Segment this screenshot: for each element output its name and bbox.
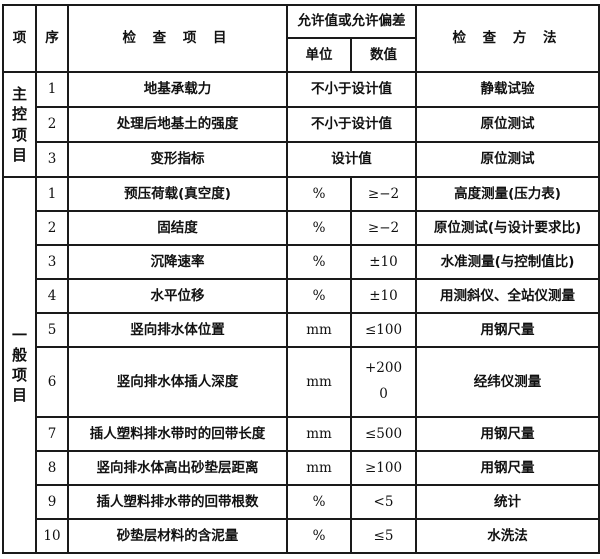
unit-cell: mm	[286, 416, 352, 452]
item-cell: 固结度	[67, 210, 288, 246]
table-row: 2 处理后地基土的强度 不小于设计值 原位测试	[3, 106, 600, 143]
item-cell: 处理后地基土的强度	[67, 106, 288, 143]
seq-cell: 10	[35, 518, 69, 554]
item-cell: 砂垫层材料的含泥量	[67, 518, 288, 554]
item-cell: 变形指标	[67, 141, 288, 178]
seq-cell: 8	[35, 450, 69, 486]
seq-cell: 9	[35, 484, 69, 520]
unit-cell: %	[286, 176, 352, 212]
table-row: 4 水平位移% ±10 用测斜仪、全站仪测量	[3, 278, 600, 314]
method-cell: 用钢尺量	[415, 450, 600, 486]
header-category: 项	[2, 4, 37, 73]
unit-cell: %	[286, 518, 352, 554]
value-cell: ≥−2	[350, 176, 417, 212]
header-item: 检 查 项 目	[67, 4, 288, 73]
method-cell: 用测斜仪、全站仪测量	[415, 278, 600, 314]
header-unit: 单位	[286, 37, 352, 73]
method-cell: 高度测量(压力表)	[415, 176, 600, 212]
seq-cell: 3	[35, 141, 69, 178]
header-tolerance: 允许值或允许偏差	[286, 4, 417, 39]
unit-cell: mm	[286, 312, 352, 348]
value-cell: ±10	[350, 244, 417, 280]
seq-cell: 7	[35, 416, 69, 452]
header-value: 数值	[350, 37, 417, 73]
group-label: 主控项目	[12, 85, 28, 164]
header-seq: 序	[35, 4, 69, 73]
value-cell: ≥100	[350, 450, 417, 486]
table-row: 3 沉降速率% ±10 水准测量(与控制值比)	[3, 244, 600, 280]
item-cell: 预压荷载(真空度)	[67, 176, 288, 212]
item-cell: 竖向排水体高出砂垫层距离	[67, 450, 288, 486]
table-row: 5 竖向排水体位置 mm ≤100 用钢尺量	[3, 312, 600, 348]
value-upper: +200	[364, 360, 403, 377]
seq-cell: 3	[35, 244, 69, 280]
method-cell: 统计	[415, 484, 600, 520]
item-cell: 沉降速率	[67, 244, 288, 280]
table-row: 10 砂垫层材料的含泥量% ≤5 水洗法	[3, 518, 600, 554]
tolerance-cell: 设计值	[286, 141, 417, 178]
item-cell: 插人塑料排水带的回带根数	[67, 484, 288, 520]
seq-cell: 6	[35, 346, 69, 418]
value-cell: ≤100	[350, 312, 417, 348]
seq-cell: 2	[35, 106, 69, 143]
unit-cell: %	[286, 210, 352, 246]
header-method: 检 查 方 法	[415, 4, 600, 73]
group-general: 一般项目	[2, 176, 37, 554]
method-cell: 用钢尺量	[415, 312, 600, 348]
method-cell: 经纬仪测量	[415, 346, 600, 418]
method-cell: 原位测试(与设计要求比)	[415, 210, 600, 246]
method-cell: 原位测试	[415, 141, 600, 178]
value-cell: ≤5	[350, 518, 417, 554]
value-cell: ±10	[350, 278, 417, 314]
value-cell: ≤500	[350, 416, 417, 452]
item-cell: 竖向排水体位置	[67, 312, 288, 348]
value-cell: ≥−2	[350, 210, 417, 246]
method-cell: 水洗法	[415, 518, 600, 554]
tolerance-cell: 不小于设计值	[286, 71, 417, 108]
value-lower: 0	[379, 386, 388, 402]
table-row: 2 固结度% ≥−2 原位测试(与设计要求比)	[3, 210, 600, 246]
inspection-table: 项 序 检 查 项 目 允许值或允许偏差 检 查 方 法 单位 数值 主控项目 1…	[2, 4, 600, 554]
group-main-control: 主控项目	[2, 71, 37, 178]
unit-cell: mm	[286, 346, 352, 418]
method-cell: 水准测量(与控制值比)	[415, 244, 600, 280]
seq-cell: 5	[35, 312, 69, 348]
unit-cell: %	[286, 484, 352, 520]
table-row: 7 插人塑料排水带时的回带长度 mm ≤500 用钢尺量	[3, 416, 600, 452]
table-row: 9 插人塑料排水带的回带根数% <5 统计	[3, 484, 600, 520]
method-cell: 静载试验	[415, 71, 600, 108]
table-row: 主控项目 1 地基承载力 不小于设计值 静载试验	[2, 71, 600, 178]
tolerance-cell: 不小于设计值	[286, 106, 417, 143]
seq-cell: 4	[35, 278, 69, 314]
item-cell: 水平位移	[67, 278, 288, 314]
table-row: 3 变形指标 设计值 原位测试	[3, 141, 600, 178]
item-cell: 地基承载力	[67, 71, 288, 108]
unit-cell: mm	[286, 450, 352, 486]
table-row: 6 竖向排水体插人深度 mm +200 0 经纬仪测量	[3, 346, 600, 418]
item-cell: 竖向排水体插人深度	[67, 346, 288, 418]
item-cell: 插人塑料排水带时的回带长度	[67, 416, 288, 452]
seq-cell: 1	[35, 71, 69, 108]
unit-cell: %	[286, 278, 352, 314]
seq-cell: 2	[35, 210, 69, 246]
group-label: 一般项目	[12, 325, 28, 405]
value-cell: +200 0	[350, 346, 417, 418]
seq-cell: 1	[35, 176, 69, 212]
unit-cell: %	[286, 244, 352, 280]
table-row: 8 竖向排水体高出砂垫层距离 mm ≥100 用钢尺量	[3, 450, 600, 486]
method-cell: 原位测试	[415, 106, 600, 143]
value-cell: <5	[350, 484, 417, 520]
method-cell: 用钢尺量	[415, 416, 600, 452]
table-row: 一般项目 1 预压荷载(真空度)% ≥−2 高度测量(压力表)	[2, 176, 600, 554]
